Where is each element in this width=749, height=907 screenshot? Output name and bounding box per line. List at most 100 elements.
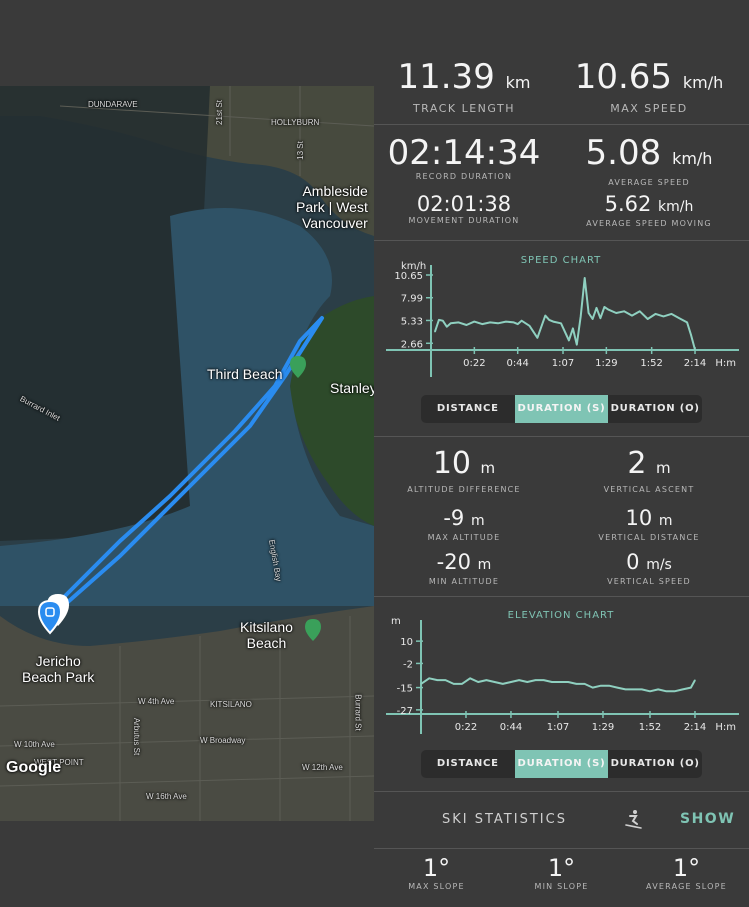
data-point xyxy=(655,313,657,315)
x-tick-label: 1:07 xyxy=(547,722,569,733)
min-altitude-stat: -20 m MIN ALTITUDE xyxy=(374,550,554,586)
google-logo: Google xyxy=(6,759,62,776)
data-point xyxy=(446,326,448,328)
data-point xyxy=(615,312,617,314)
duration-o-tab[interactable]: DURATION (O) xyxy=(610,758,700,769)
max-speed-unit: km/h xyxy=(682,73,724,92)
y-tick-label: 10 xyxy=(400,637,413,648)
track-length-value: 11.39 xyxy=(397,57,495,97)
data-point xyxy=(694,679,696,681)
map-label-dundarave: DUNDARAVE xyxy=(88,100,138,109)
vertical-speed-stat: 0 m/s VERTICAL SPEED xyxy=(559,550,739,586)
track-length-stat: 11.39 km TRACK LENGTH xyxy=(374,58,554,115)
map-label-w-broadway: W Broadway xyxy=(200,736,246,745)
average-speed-moving-value: 5.62 xyxy=(604,192,652,216)
min-slope-label: MIN SLOPE xyxy=(534,882,589,891)
data-point xyxy=(442,320,444,322)
x-tick-label: 1:52 xyxy=(640,358,662,369)
vertical-distance-stat: 10 m VERTICAL DISTANCE xyxy=(559,506,739,542)
data-point xyxy=(434,331,436,333)
y-tick-label: 5.33 xyxy=(401,316,423,327)
map-label-stanley: Stanley xyxy=(330,380,374,396)
data-point xyxy=(552,320,554,323)
average-speed-moving-stat: 5.62 km/h AVERAGE SPEED MOVING xyxy=(559,192,739,228)
distance-tab[interactable]: DISTANCE xyxy=(436,403,499,414)
data-point xyxy=(505,320,507,323)
movement-duration-value: 02:01:38 xyxy=(416,192,512,216)
data-point xyxy=(543,679,545,681)
data-point xyxy=(575,683,577,685)
data-point xyxy=(465,324,468,326)
divider xyxy=(374,848,749,849)
data-point xyxy=(436,679,438,681)
data-point xyxy=(584,277,586,279)
data-point xyxy=(603,306,605,308)
y-axis-label: km/h xyxy=(401,261,426,272)
data-point xyxy=(489,321,491,324)
chart-title: ELEVATION CHART xyxy=(508,610,615,621)
map-label-w10th: W 10th Ave xyxy=(14,740,55,749)
average-slope-value: 1° xyxy=(672,854,701,882)
altitude-difference-unit: m xyxy=(480,459,496,477)
min-slope-value: 1° xyxy=(547,854,576,882)
track-length-unit: km xyxy=(505,73,531,92)
duration-o-tab[interactable]: DURATION (O) xyxy=(610,403,700,414)
data-point xyxy=(678,317,680,319)
data-point xyxy=(592,686,594,689)
data-point xyxy=(450,322,452,324)
max-slope-stat: 1° MAX SLOPE xyxy=(374,854,499,891)
map-view[interactable]: DUNDARAVE HOLLYBURN Ambleside Park | Wes… xyxy=(0,86,374,821)
data-point xyxy=(536,337,538,339)
elevation-chart[interactable]: ELEVATION CHART m 10 -2 -15 -27 0:22 0:44 1:07 1:… xyxy=(374,604,749,744)
x-tick-label: 0:44 xyxy=(500,722,522,733)
data-point xyxy=(657,688,659,691)
data-point xyxy=(502,683,504,685)
vertical-speed-unit: m/s xyxy=(646,557,672,573)
altitude-difference-label: ALTITUDE DIFFERENCE xyxy=(407,485,521,494)
map-label-kitsilano: KITSILANO xyxy=(210,700,252,709)
vertical-ascent-value: 2 xyxy=(627,446,647,481)
show-ski-statistics-button[interactable]: SHOW xyxy=(680,811,736,827)
data-point xyxy=(521,320,523,322)
statistics-panel: 11.39 km TRACK LENGTH 10.65 km/h MAX SPE… xyxy=(374,44,749,907)
map-label-kitsilano-beach: Kitsilano Beach xyxy=(240,619,293,651)
data-point xyxy=(599,317,602,319)
average-slope-stat: 1° AVERAGE SLOPE xyxy=(624,854,749,891)
x-tick-label: 0:44 xyxy=(506,358,528,369)
data-point xyxy=(639,310,641,312)
distance-tab[interactable]: DISTANCE xyxy=(436,758,499,769)
data-point xyxy=(534,679,537,681)
map-label-jericho: Jericho Beach Park xyxy=(22,653,95,685)
duration-s-tab[interactable]: DURATION (S) xyxy=(514,750,609,778)
data-point xyxy=(551,681,553,683)
data-point xyxy=(670,313,672,315)
data-point xyxy=(518,679,520,681)
x-axis-label: H:m xyxy=(715,722,736,733)
divider xyxy=(374,596,749,597)
min-altitude-label: MIN ALTITUDE xyxy=(428,577,500,586)
x-tick-label: 2:14 xyxy=(684,722,706,733)
track-start-marker-icon xyxy=(37,594,69,635)
x-axis-label: H:m xyxy=(715,358,736,369)
speed-chart[interactable]: SPEED CHART km/h 10.65 7.99 5.33 2.66 0:22 0:44… xyxy=(374,249,749,384)
map-label-third-beach: Third Beach xyxy=(207,366,283,382)
data-point xyxy=(461,683,463,685)
data-point xyxy=(560,322,562,324)
map-background xyxy=(0,86,374,821)
data-point xyxy=(608,685,610,687)
data-point xyxy=(548,319,550,321)
data-point xyxy=(665,690,667,692)
vertical-ascent-unit: m xyxy=(656,459,671,477)
data-point xyxy=(576,344,578,346)
data-point xyxy=(568,339,570,341)
chart-title: SPEED CHART xyxy=(521,255,602,266)
data-point xyxy=(494,681,496,683)
duration-s-tab[interactable]: DURATION (S) xyxy=(514,395,609,423)
map-label-hollyburn: HOLLYBURN xyxy=(271,118,320,127)
average-speed-stat: 5.08 km/h AVERAGE SPEED xyxy=(559,134,739,187)
record-duration-stat: 02:14:34 RECORD DURATION xyxy=(374,134,554,181)
x-tick-label: 1:52 xyxy=(639,722,661,733)
vertical-distance-label: VERTICAL DISTANCE xyxy=(598,533,700,542)
data-point xyxy=(623,310,625,312)
data-point xyxy=(690,334,692,336)
